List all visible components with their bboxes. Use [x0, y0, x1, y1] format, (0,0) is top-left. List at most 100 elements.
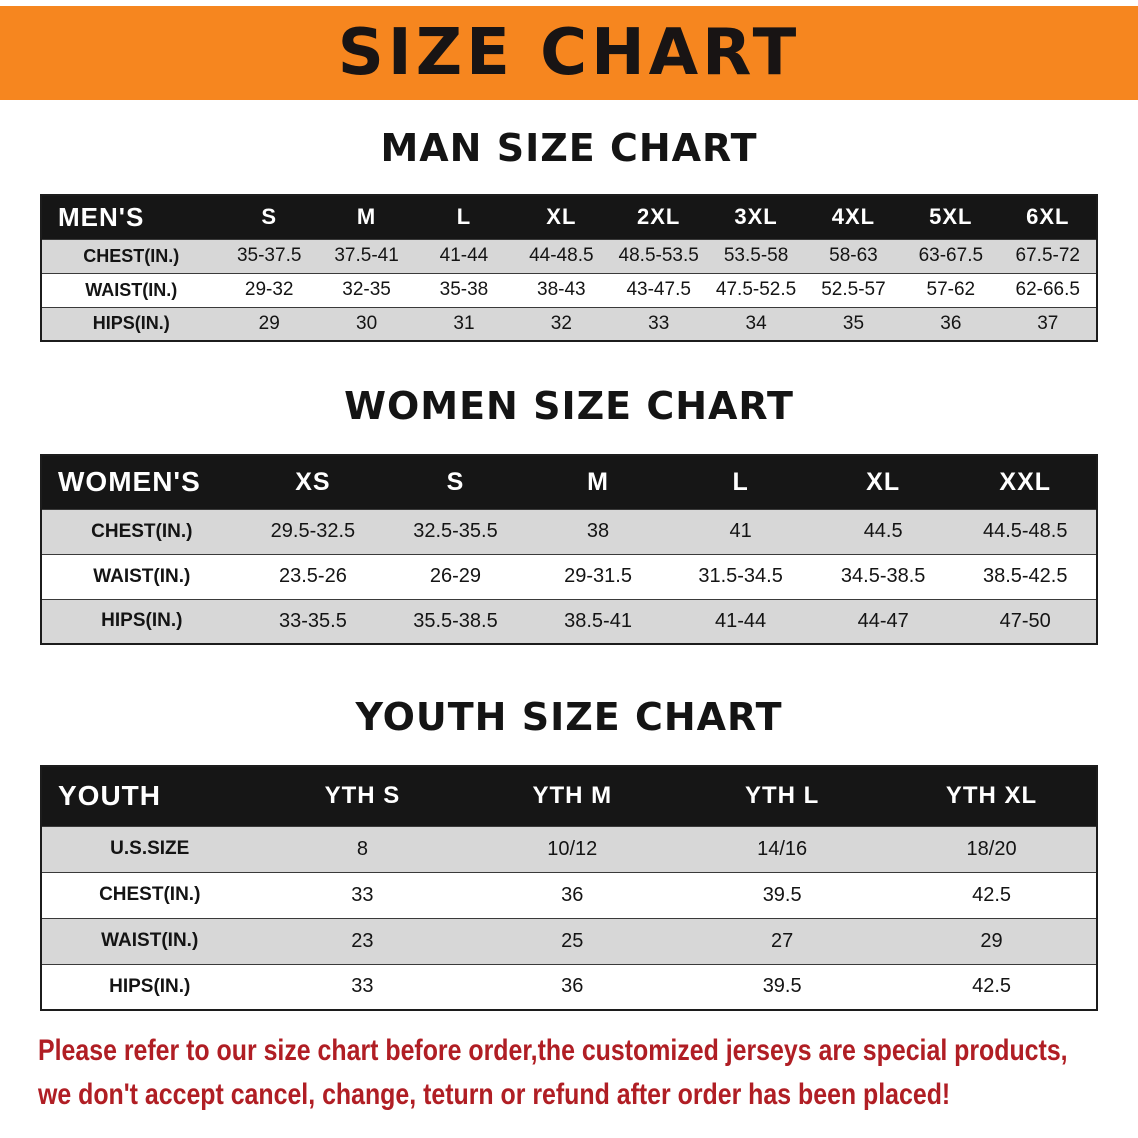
size-value-cell: 37 — [999, 306, 1097, 341]
size-value-cell: 29-31.5 — [526, 553, 670, 599]
size-value-cell: 47-50 — [954, 598, 1097, 644]
size-column-header: L — [669, 455, 812, 509]
size-value-cell: 31.5-34.5 — [669, 553, 812, 599]
men-size-table: MEN'S S M L XL 2XL 3XL 4XL 5XL 6XL CHEST(IN.) 35-37… — [40, 194, 1098, 342]
size-value-cell: 38.5-41 — [526, 598, 670, 644]
size-value-cell: 29.5-32.5 — [241, 508, 385, 554]
size-value-cell: 25 — [467, 917, 678, 964]
size-value-cell: 42.5 — [887, 963, 1097, 1010]
section-heading-women: WOMEN SIZE CHART — [344, 384, 794, 428]
table-row: CHEST(IN.) 29.5-32.5 32.5-35.5 38 41 44.5 44.5… — [41, 508, 1097, 554]
table-row: WAIST(IN.) 23.5-26 26-29 29-31.5 31.5-34.5 34… — [41, 553, 1097, 599]
size-value-cell: 35-38 — [415, 272, 513, 307]
size-value-cell: 31 — [415, 306, 513, 341]
size-value-cell: 26-29 — [384, 553, 527, 599]
size-column-header: S — [220, 195, 318, 239]
size-value-cell: 32.5-35.5 — [384, 508, 527, 554]
size-value-cell: 41-44 — [669, 598, 812, 644]
title-banner: SIZE CHART — [0, 6, 1138, 100]
size-value-cell: 44-48.5 — [512, 238, 611, 273]
size-value-cell: 36 — [902, 306, 1000, 341]
size-value-cell: 36 — [467, 871, 678, 918]
row-label-cell: WAIST(IN.) — [41, 272, 221, 307]
size-value-cell: 23 — [257, 917, 468, 964]
table-row: CHEST(IN.) 33 36 39.5 42.5 — [41, 871, 1097, 918]
table-header-row: YOUTH YTH S YTH M YTH L YTH XL — [41, 766, 1097, 826]
row-label-cell: CHEST(IN.) — [41, 871, 258, 918]
table-row: HIPS(IN.) 29 30 31 32 33 34 35 36 37 — [41, 306, 1097, 341]
row-label-cell: CHEST(IN.) — [41, 508, 242, 554]
size-value-cell: 38.5-42.5 — [954, 553, 1097, 599]
size-value-cell: 30 — [317, 306, 416, 341]
size-value-cell: 43-47.5 — [610, 272, 708, 307]
size-value-cell: 10/12 — [467, 825, 678, 872]
size-column-header: 2XL — [610, 195, 708, 239]
size-column-header: 5XL — [902, 195, 1000, 239]
size-chart-page: SIZE CHART MAN SIZE CHART MEN'S S M L XL 2XL 3… — [0, 6, 1138, 1117]
row-label-cell: HIPS(IN.) — [41, 963, 258, 1010]
size-column-header: 6XL — [999, 195, 1097, 239]
size-value-cell: 29 — [220, 306, 318, 341]
size-column-header: YTH M — [467, 766, 678, 826]
size-column-header: YTH XL — [887, 766, 1097, 826]
size-value-cell: 41-44 — [415, 238, 513, 273]
size-value-cell: 33-35.5 — [241, 598, 385, 644]
size-value-cell: 38-43 — [512, 272, 611, 307]
size-column-header: XXL — [954, 455, 1097, 509]
row-label-cell: U.S.SIZE — [41, 825, 258, 872]
size-value-cell: 32 — [512, 306, 611, 341]
size-column-header: YTH L — [677, 766, 888, 826]
page-title: SIZE CHART — [337, 16, 801, 90]
size-value-cell: 29 — [887, 917, 1097, 964]
table-title-cell: WOMEN'S — [41, 455, 242, 509]
row-label-cell: HIPS(IN.) — [41, 598, 242, 644]
size-value-cell: 62-66.5 — [999, 272, 1097, 307]
size-column-header: XL — [811, 455, 955, 509]
section-heading-man: MAN SIZE CHART — [380, 126, 758, 170]
youth-size-table: YOUTH YTH S YTH M YTH L YTH XL U.S.SIZE 8 10/12… — [40, 765, 1098, 1011]
size-value-cell: 34.5-38.5 — [811, 553, 955, 599]
table-title-cell: YOUTH — [41, 766, 258, 826]
size-column-header: L — [415, 195, 513, 239]
size-column-header: XS — [241, 455, 385, 509]
size-value-cell: 39.5 — [677, 871, 888, 918]
size-column-header: YTH S — [257, 766, 468, 826]
size-value-cell: 8 — [257, 825, 468, 872]
size-value-cell: 18/20 — [887, 825, 1097, 872]
disclaimer-line-2: we don't accept cancel, change, teturn o… — [38, 1078, 951, 1111]
size-column-header: M — [526, 455, 670, 509]
size-column-header: S — [384, 455, 527, 509]
size-value-cell: 32-35 — [317, 272, 416, 307]
size-value-cell: 42.5 — [887, 871, 1097, 918]
table-title-cell: MEN'S — [41, 195, 221, 239]
size-column-header: 3XL — [707, 195, 805, 239]
table-row: U.S.SIZE 8 10/12 14/16 18/20 — [41, 825, 1097, 872]
row-label-cell: WAIST(IN.) — [41, 917, 258, 964]
size-value-cell: 34 — [707, 306, 805, 341]
size-value-cell: 38 — [526, 508, 670, 554]
size-value-cell: 35 — [804, 306, 903, 341]
size-value-cell: 53.5-58 — [707, 238, 805, 273]
size-value-cell: 44.5-48.5 — [954, 508, 1097, 554]
size-value-cell: 63-67.5 — [902, 238, 1000, 273]
table-row: WAIST(IN.) 29-32 32-35 35-38 38-43 43-47.5 47.… — [41, 272, 1097, 307]
table-row: HIPS(IN.) 33-35.5 35.5-38.5 38.5-41 41-44 44-… — [41, 598, 1097, 644]
size-value-cell: 35.5-38.5 — [384, 598, 527, 644]
size-value-cell: 33 — [257, 871, 468, 918]
women-size-table: WOMEN'S XS S M L XL XXL CHEST(IN.) 29.5-32.5 32.5… — [40, 454, 1098, 645]
table-header-row: MEN'S S M L XL 2XL 3XL 4XL 5XL 6XL — [41, 195, 1097, 239]
size-value-cell: 35-37.5 — [220, 238, 318, 273]
size-value-cell: 27 — [677, 917, 888, 964]
size-value-cell: 33 — [257, 963, 468, 1010]
size-value-cell: 58-63 — [804, 238, 903, 273]
size-value-cell: 44-47 — [811, 598, 955, 644]
size-value-cell: 36 — [467, 963, 678, 1010]
size-value-cell: 52.5-57 — [804, 272, 903, 307]
row-label-cell: HIPS(IN.) — [41, 306, 221, 341]
size-value-cell: 33 — [610, 306, 708, 341]
table-row: HIPS(IN.) 33 36 39.5 42.5 — [41, 963, 1097, 1010]
size-value-cell: 14/16 — [677, 825, 888, 872]
disclaimer-note: Please refer to our size chart before or… — [38, 1029, 1138, 1117]
size-value-cell: 23.5-26 — [241, 553, 385, 599]
section-heading-youth: YOUTH SIZE CHART — [355, 695, 783, 739]
